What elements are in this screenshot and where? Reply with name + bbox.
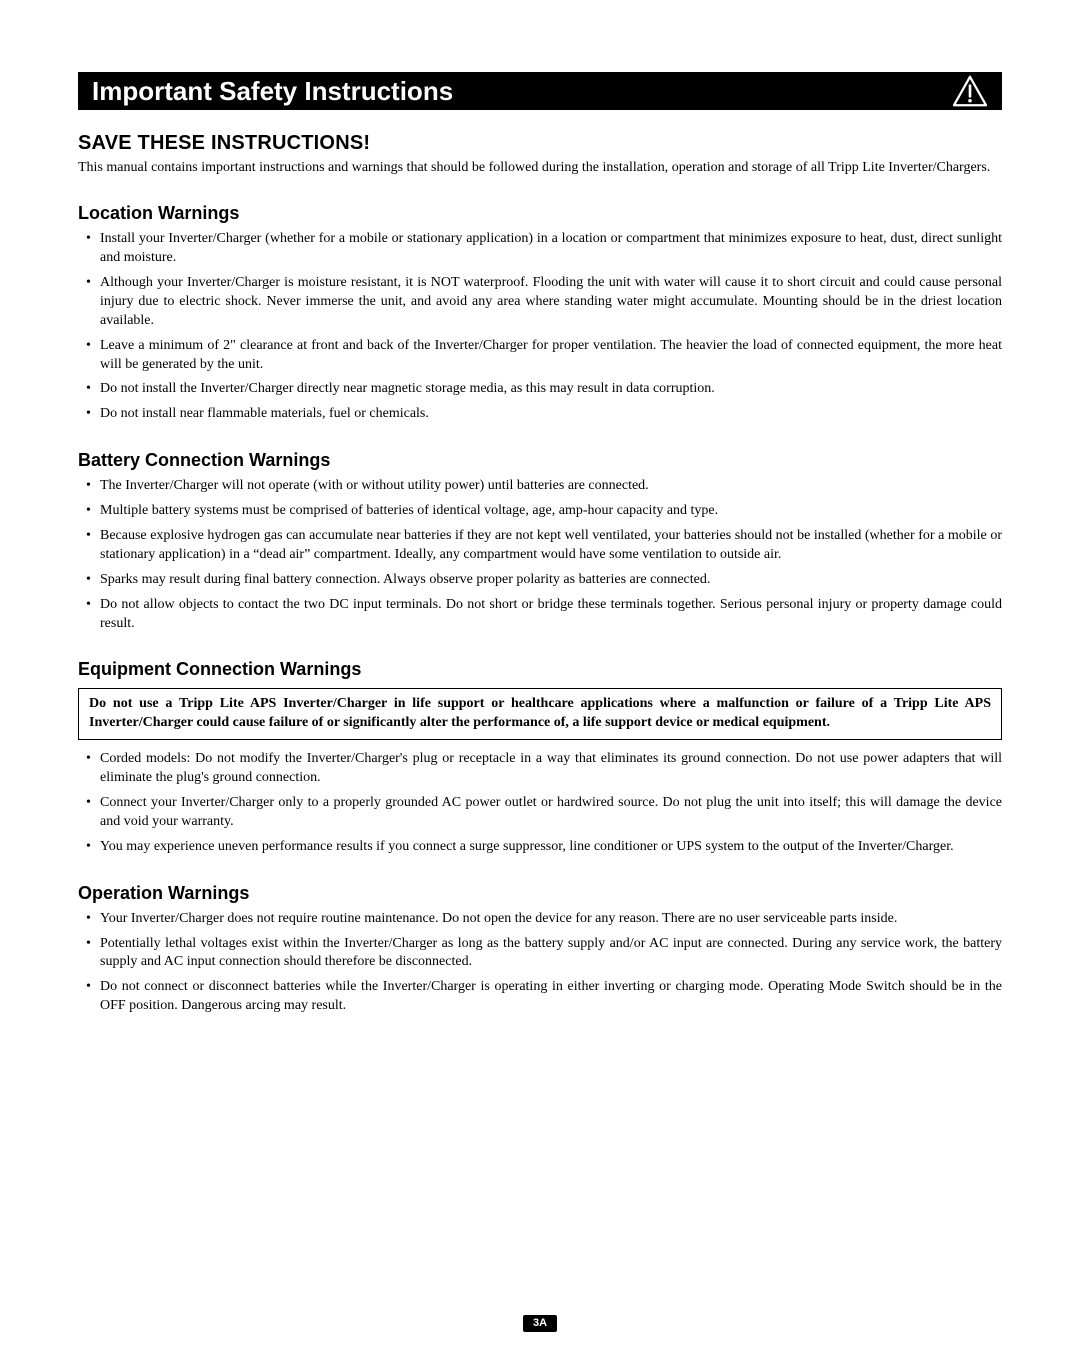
list-item: Install your Inverter/Charger (whether f… <box>100 230 1002 268</box>
warning-icon <box>952 75 988 107</box>
battery-heading: Battery Connection Warnings <box>78 450 1002 471</box>
page-number: 3A <box>523 1315 557 1332</box>
list-item: Connect your Inverter/Charger only to a … <box>100 794 1002 832</box>
operation-heading: Operation Warnings <box>78 883 1002 904</box>
save-heading: SAVE THESE INSTRUCTIONS! <box>78 132 1002 155</box>
battery-list: The Inverter/Charger will not operate (w… <box>78 477 1002 633</box>
title-bar: Important Safety Instructions <box>78 72 1002 110</box>
location-list: Install your Inverter/Charger (whether f… <box>78 230 1002 424</box>
list-item: Multiple battery systems must be compris… <box>100 502 1002 521</box>
list-item: Because explosive hydrogen gas can accum… <box>100 527 1002 565</box>
list-item: Sparks may result during final battery c… <box>100 571 1002 590</box>
equipment-heading: Equipment Connection Warnings <box>78 659 1002 680</box>
list-item: The Inverter/Charger will not operate (w… <box>100 477 1002 496</box>
list-item: Do not connect or disconnect batteries w… <box>100 978 1002 1016</box>
equipment-list: Corded models: Do not modify the Inverte… <box>78 750 1002 856</box>
list-item: Leave a minimum of 2" clearance at front… <box>100 337 1002 375</box>
list-item: Do not install near flammable materials,… <box>100 405 1002 424</box>
list-item: Although your Inverter/Charger is moistu… <box>100 274 1002 331</box>
list-item: Potentially lethal voltages exist within… <box>100 935 1002 973</box>
page-title: Important Safety Instructions <box>92 76 453 107</box>
save-intro: This manual contains important instructi… <box>78 159 1002 177</box>
document-page: Important Safety Instructions SAVE THESE… <box>0 0 1080 1364</box>
list-item: You may experience uneven performance re… <box>100 838 1002 857</box>
list-item: Do not install the Inverter/Charger dire… <box>100 380 1002 399</box>
list-item: Your Inverter/Charger does not require r… <box>100 910 1002 929</box>
equipment-callout: Do not use a Tripp Lite APS Inverter/Cha… <box>78 688 1002 740</box>
list-item: Do not allow objects to contact the two … <box>100 596 1002 634</box>
operation-list: Your Inverter/Charger does not require r… <box>78 910 1002 1016</box>
list-item: Corded models: Do not modify the Inverte… <box>100 750 1002 788</box>
location-heading: Location Warnings <box>78 203 1002 224</box>
page-number-container: 3A <box>0 1313 1080 1332</box>
